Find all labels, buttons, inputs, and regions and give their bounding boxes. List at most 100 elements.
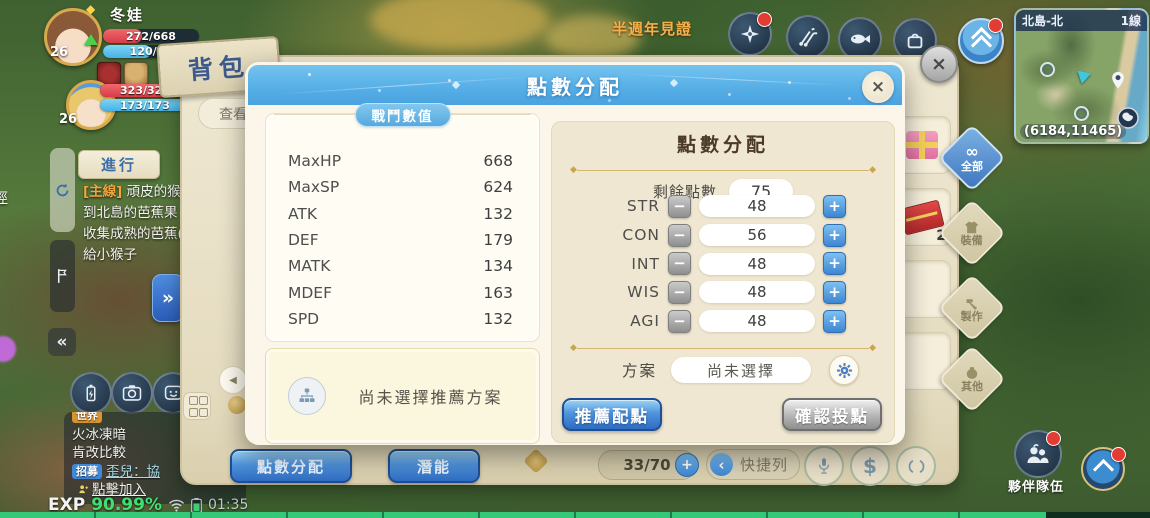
- quest-tab-in-progress[interactable]: 進行: [78, 150, 160, 179]
- clock-time: 01:35: [208, 497, 249, 513]
- plan-select[interactable]: 尚未選擇: [671, 357, 812, 383]
- plan-row: 方案 尚未選擇: [552, 355, 894, 385]
- quickbar-button[interactable]: ‹ 快捷列: [706, 449, 800, 480]
- minus-button-int[interactable]: −: [668, 252, 691, 276]
- point-allocation-dialog: 點數分配 × 戰鬥數值 MaxHP 668 MaxSP 624 ATK 132 DEF…: [245, 62, 905, 445]
- int-value: 48: [699, 252, 815, 275]
- exp-status-row: EXP 90.99% 01:35: [48, 495, 248, 515]
- tab-other[interactable]: 其他: [938, 345, 1006, 413]
- companion-sp-bar: 173/173: [100, 99, 190, 111]
- chat-row[interactable]: 肯改比較: [72, 445, 126, 461]
- screenshot-button[interactable]: [111, 372, 153, 414]
- companion-sp-fill: [100, 99, 190, 111]
- join-icon: [79, 485, 89, 494]
- exp-label: EXP: [48, 495, 86, 515]
- plus-icon: +: [681, 457, 693, 473]
- stat-row: MDEF 163: [266, 279, 539, 305]
- channel-name[interactable]: 1線: [1120, 14, 1141, 28]
- notification-badge: [988, 18, 1003, 33]
- stat-name: STR: [626, 197, 660, 216]
- header-sparkles: [308, 73, 311, 76]
- tab-all-label: 全部: [961, 160, 983, 173]
- compass-event-button[interactable]: [728, 12, 772, 56]
- gold-divider: ◆ ◆: [570, 165, 876, 175]
- plan-settings-button[interactable]: [829, 355, 860, 385]
- partner-team-button[interactable]: [1014, 430, 1062, 478]
- double-arrow-left-icon: «: [56, 332, 68, 352]
- stat-name: WIS: [627, 283, 660, 302]
- shirt-icon: [965, 221, 979, 233]
- grid-view-button[interactable]: [183, 392, 211, 420]
- chat-row-clipped[interactable]: 世界: [72, 412, 238, 426]
- location-pin-icon[interactable]: [1108, 70, 1128, 92]
- hud-collapse-button[interactable]: [958, 18, 1004, 64]
- exp-progress-fill: [0, 512, 1047, 518]
- voice-button[interactable]: [804, 446, 844, 486]
- backpack-close-button[interactable]: ×: [920, 45, 958, 83]
- sp-text: 120/6: [129, 45, 165, 58]
- minimap[interactable]: 北島-北 1線 (6184,11465): [1014, 8, 1149, 144]
- confirm-allocate-label: 確認投點: [795, 406, 869, 426]
- chat-recruit-link[interactable]: 歪兒：協: [106, 463, 160, 480]
- quest-expand-button[interactable]: »: [152, 274, 184, 322]
- hp-fill: [103, 29, 143, 43]
- npc-balloon: [0, 336, 16, 362]
- chat-collapse-button[interactable]: «: [48, 328, 76, 356]
- stat-value: 134: [483, 257, 513, 276]
- minus-button-agi[interactable]: −: [668, 309, 691, 333]
- minus-button-str[interactable]: −: [668, 194, 691, 218]
- plus-button-int[interactable]: +: [823, 252, 846, 276]
- minus-button-con[interactable]: −: [668, 223, 691, 247]
- auto-path-button[interactable]: [1081, 447, 1126, 491]
- debuff-icon[interactable]: [97, 62, 121, 86]
- stat-label: ATK: [288, 204, 318, 223]
- plus-button-wis[interactable]: +: [823, 280, 846, 304]
- agi-value: 48: [699, 310, 815, 333]
- chat-join-link[interactable]: 點擊加入: [92, 482, 146, 498]
- tab-crafting[interactable]: 製作: [938, 274, 1006, 342]
- fireworks-event-button[interactable]: [786, 15, 830, 59]
- sell-button[interactable]: $: [850, 446, 890, 486]
- quest-line-2: 到北島的芭蕉果: [83, 205, 178, 221]
- arrow-left-icon: ◀: [229, 374, 237, 386]
- plus-button-con[interactable]: +: [823, 223, 846, 247]
- bottom-tab-point-allocation[interactable]: 點數分配: [230, 449, 352, 483]
- event-banner-text[interactable]: 半週年見證: [612, 20, 693, 38]
- stat-value: 179: [483, 231, 513, 250]
- plus-button-str[interactable]: +: [823, 194, 846, 218]
- expand-capacity-button[interactable]: +: [675, 453, 699, 477]
- close-icon: ×: [870, 77, 886, 97]
- stat-row: SPD 132: [266, 306, 539, 332]
- player-level: 26: [50, 45, 69, 60]
- sort-refresh-button[interactable]: [896, 446, 936, 486]
- quest-line-1: 頑皮的猴子: [126, 184, 195, 200]
- pet-buff-icon[interactable]: [124, 62, 148, 86]
- chat-row-join[interactable]: 點擊加入: [72, 481, 238, 500]
- allocation-title: 點數分配: [676, 134, 769, 156]
- plus-button-agi[interactable]: +: [823, 309, 846, 333]
- world-map-icon[interactable]: [1116, 106, 1140, 130]
- minus-button-wis[interactable]: −: [668, 280, 691, 304]
- tab-equipment[interactable]: 裝備: [938, 199, 1006, 267]
- quest-flag-panel[interactable]: [50, 240, 75, 312]
- quest-description[interactable]: [主線] 頑皮的猴子 到北島的芭蕉果 收集成熟的芭蕉( 給小猴子: [83, 182, 245, 266]
- item-slot-gift[interactable]: [893, 116, 951, 174]
- microphone-icon: [818, 458, 830, 474]
- confirm-allocate-button[interactable]: 確認投點: [782, 398, 882, 431]
- recommend-allocate-button[interactable]: 推薦配點: [562, 398, 662, 431]
- dialog-close-button[interactable]: ×: [862, 71, 894, 103]
- plan-hierarchy-icon-circle: [288, 377, 326, 415]
- page-left-button[interactable]: ◀: [219, 366, 247, 394]
- quest-refresh-icon[interactable]: [54, 182, 71, 199]
- str-value: 48: [699, 195, 815, 218]
- chat-row-recruit[interactable]: 招募 歪兒：協: [72, 463, 238, 482]
- player-name: 冬娃: [110, 6, 145, 24]
- hp-text: 272/668: [126, 29, 176, 43]
- battery-saver-button[interactable]: [70, 372, 112, 414]
- tab-other-label: 其他: [961, 380, 983, 393]
- chat-row[interactable]: 火冰凍暗: [72, 426, 126, 443]
- sparkle-icon: ◆: [86, 2, 96, 16]
- recommend-note: 尚未選擇推薦方案: [358, 388, 503, 407]
- bottom-tab-potential[interactable]: 潛能: [388, 449, 480, 483]
- stat-row: MATK 134: [266, 253, 539, 279]
